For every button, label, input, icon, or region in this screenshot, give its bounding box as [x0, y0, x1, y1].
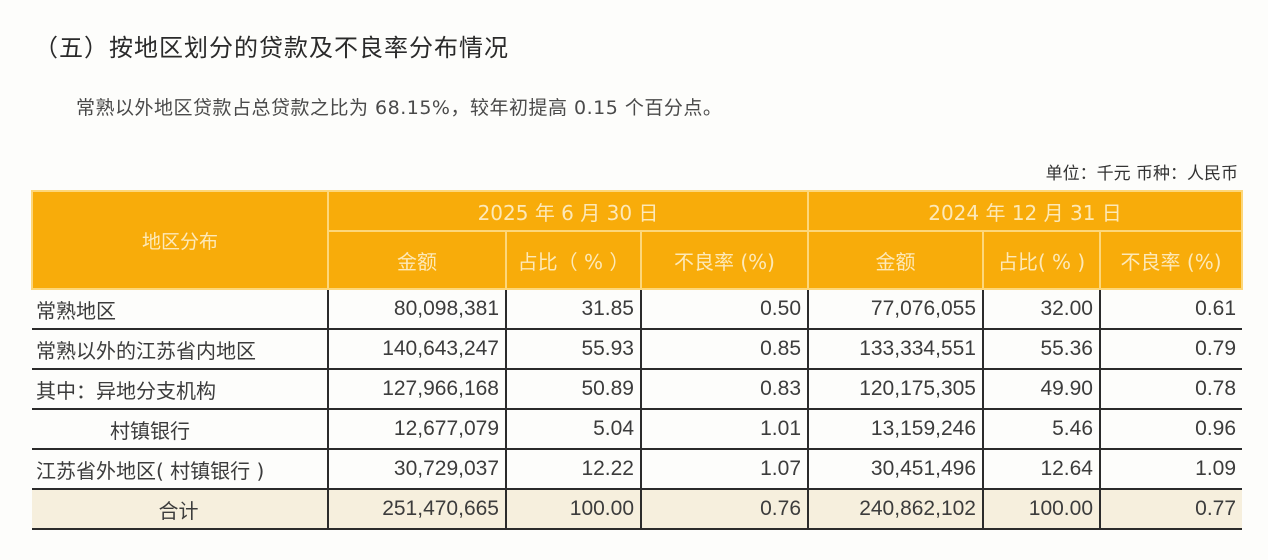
value-cell: 32.00: [982, 289, 1100, 330]
value-cell: 0.85: [640, 329, 808, 370]
value-cell: 31.85: [505, 289, 641, 330]
value-cell: 80,098,381: [327, 289, 506, 330]
value-cell: 1.09: [1098, 449, 1243, 490]
value-cell: 127,966,168: [327, 369, 506, 410]
header-period-2025: 2025 年 6 月 30 日: [327, 190, 809, 232]
value-cell: 100.00: [982, 489, 1100, 530]
header-share-2024: 占比( % ): [982, 230, 1101, 290]
region-cell: 村镇银行: [32, 409, 328, 450]
value-cell: 55.36: [982, 329, 1100, 370]
value-cell: 5.04: [505, 409, 641, 450]
header-amount-2024: 金额: [807, 230, 984, 290]
value-cell: 12.64: [982, 449, 1100, 490]
header-npl-2025: 不良率 (%): [640, 230, 809, 290]
value-cell: 1.01: [640, 409, 808, 450]
region-cell: 合计: [32, 489, 328, 530]
loan-region-table: 地区分布 2025 年 6 月 30 日 2024 年 12 月 31 日 金额…: [31, 190, 1244, 530]
table-row: 常熟地区 80,098,381 31.85 0.50 77,076,055 32.00 0.…: [32, 289, 1243, 330]
total-row: 合计 251,470,665 100.00 0.76 240,862,102 100.00…: [32, 489, 1243, 530]
value-cell: 49.90: [982, 369, 1100, 410]
value-cell: 77,076,055: [807, 289, 983, 330]
value-cell: 140,643,247: [327, 329, 506, 370]
value-cell: 240,862,102: [807, 489, 983, 530]
value-cell: 0.79: [1098, 329, 1243, 370]
value-cell: 13,159,246: [807, 409, 983, 450]
value-cell: 0.77: [1098, 489, 1243, 530]
header-region: 地区分布: [31, 190, 329, 290]
section-heading: （五）按地区划分的贷款及不良率分布情况: [34, 34, 509, 62]
value-cell: 251,470,665: [327, 489, 506, 530]
table-row: 江苏省外地区( 村镇银行 ) 30,729,037 12.22 1.07 30,451,…: [32, 449, 1243, 490]
value-cell: 133,334,551: [807, 329, 983, 370]
table-row: 其中：异地分支机构 127,966,168 50.89 0.83 120,175,305…: [32, 369, 1243, 410]
value-cell: 0.96: [1098, 409, 1243, 450]
value-cell: 12.22: [505, 449, 641, 490]
value-cell: 30,729,037: [327, 449, 506, 490]
header-share-2025: 占比（ % ）: [505, 230, 642, 290]
value-cell: 0.61: [1098, 289, 1243, 330]
unit-note: 单位：千元 币种：人民币: [1045, 164, 1238, 184]
header-npl-2024: 不良率 (%): [1098, 230, 1244, 290]
value-cell: 1.07: [640, 449, 808, 490]
value-cell: 0.50: [640, 289, 808, 330]
value-cell: 120,175,305: [807, 369, 983, 410]
value-cell: 100.00: [505, 489, 641, 530]
value-cell: 5.46: [982, 409, 1100, 450]
table-row: 常熟以外的江苏省内地区 140,643,247 55.93 0.85 133,334,5…: [32, 329, 1243, 370]
value-cell: 0.83: [640, 369, 808, 410]
region-cell: 其中：异地分支机构: [32, 369, 328, 410]
value-cell: 0.78: [1098, 369, 1243, 410]
value-cell: 30,451,496: [807, 449, 983, 490]
value-cell: 50.89: [505, 369, 641, 410]
header-amount-2025: 金额: [327, 230, 507, 290]
value-cell: 55.93: [505, 329, 641, 370]
header-period-2024: 2024 年 12 月 31 日: [806, 190, 1244, 232]
value-cell: 0.76: [640, 489, 808, 530]
region-cell: 江苏省外地区( 村镇银行 ): [32, 449, 328, 490]
table-row: 村镇银行 12,677,079 5.04 1.01 13,159,246 5.46 0.96: [32, 409, 1243, 450]
region-cell: 常熟地区: [32, 289, 328, 330]
summary-paragraph: 常熟以外地区贷款占总贷款之比为 68.15%，较年初提高 0.15 个百分点。: [76, 97, 723, 119]
value-cell: 12,677,079: [327, 409, 506, 450]
region-cell: 常熟以外的江苏省内地区: [32, 329, 328, 370]
